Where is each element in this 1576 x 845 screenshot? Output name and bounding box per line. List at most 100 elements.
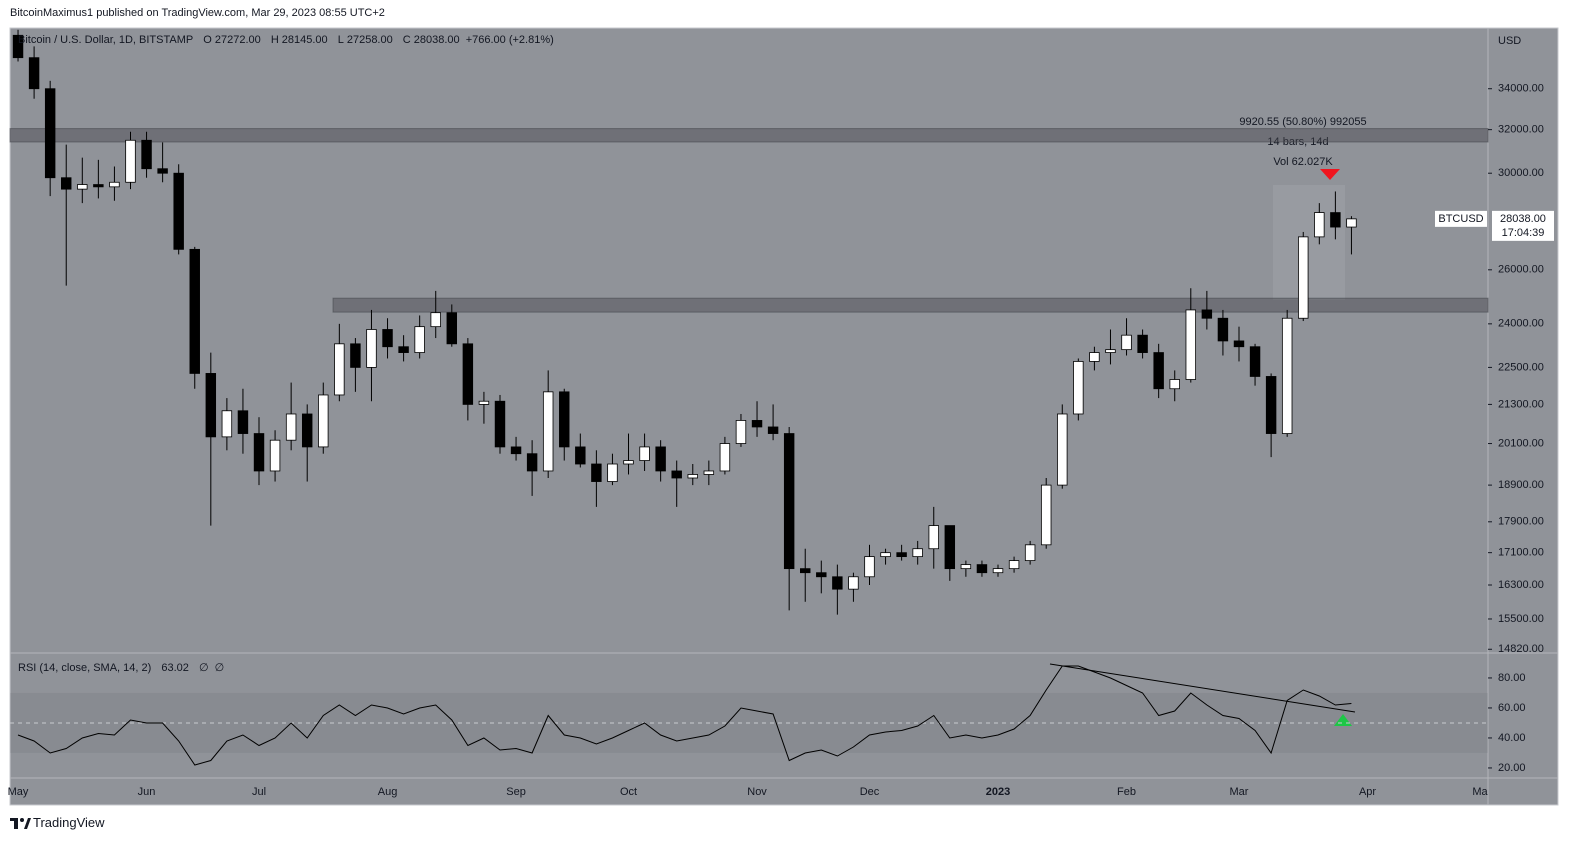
candle-body — [976, 564, 988, 574]
y-tick-label: 22500.00 — [1498, 361, 1544, 373]
candle-body — [285, 413, 297, 441]
y-tick-label: 60.00 — [1498, 702, 1526, 714]
candle-body — [542, 391, 554, 472]
candle-body — [28, 57, 40, 90]
candle-body — [575, 446, 586, 465]
y-tick-label: 18900.00 — [1498, 479, 1544, 491]
candle-body — [800, 568, 811, 574]
price-unit: USD — [1498, 35, 1521, 47]
symbol-tag — [1435, 210, 1487, 227]
y-tick-label: 16300.00 — [1498, 579, 1544, 591]
x-tick-label: Apr — [1359, 786, 1376, 798]
resistance-zone — [9, 128, 1489, 143]
candle-body — [1330, 212, 1341, 228]
symbol-title: Bitcoin / U.S. Dollar, 1D, BITSTAMP — [18, 34, 194, 46]
candle-body — [591, 463, 602, 482]
candle-body — [671, 470, 682, 479]
ohlc-value: 27258.00 — [346, 34, 393, 46]
x-tick-label: Feb — [1117, 786, 1136, 798]
candle-body — [221, 410, 233, 438]
candle-body — [1024, 544, 1036, 562]
rsi-line — [17, 665, 1352, 766]
candle-body — [462, 343, 474, 405]
candle-body — [157, 168, 168, 174]
candle-body — [735, 420, 747, 444]
candle-body — [478, 400, 490, 405]
candle-body — [1073, 361, 1084, 415]
measure-text: 9920.55 (50.80%) 992055 — [1239, 116, 1366, 128]
chart-frame — [9, 27, 1559, 806]
y-tick-label: 20.00 — [1498, 762, 1526, 774]
y-tick-label: 20100.00 — [1498, 437, 1544, 449]
x-tick-label: Nov — [747, 786, 767, 798]
candle-body — [526, 453, 538, 472]
y-tick-label: 15500.00 — [1498, 613, 1544, 625]
candle-body — [928, 525, 939, 550]
candle-body — [639, 446, 650, 461]
candle-body — [1249, 346, 1261, 377]
x-tick-label: Aug — [378, 786, 398, 798]
candle-body — [334, 343, 345, 396]
candle-body — [1201, 309, 1213, 319]
candle-body — [269, 439, 281, 472]
candle-body — [237, 410, 249, 434]
candle-body — [382, 329, 393, 348]
y-tick-label: 24000.00 — [1498, 318, 1544, 330]
candle-body — [1137, 334, 1148, 353]
candle-body — [1153, 352, 1164, 390]
candle-body — [446, 312, 458, 345]
candle-body — [494, 400, 506, 448]
y-tick-label: 32000.00 — [1498, 124, 1544, 136]
footer-brand: TradingView — [33, 815, 105, 830]
y-tick-label: 34000.00 — [1498, 83, 1544, 95]
candle-body — [944, 525, 956, 570]
rsi-value: 63.02 — [161, 662, 189, 674]
candle-body — [655, 446, 666, 472]
candle-body — [607, 463, 618, 482]
y-tick-label: 21300.00 — [1498, 398, 1544, 410]
x-tick-label: Ma — [1472, 786, 1488, 798]
ohlc-key: L — [337, 34, 344, 46]
candle-body — [93, 184, 104, 188]
candle-body — [44, 88, 56, 179]
candle-body — [205, 373, 217, 438]
candle-body — [559, 391, 570, 448]
x-tick-label: May — [8, 786, 29, 798]
candle-body — [896, 552, 907, 558]
price-tag-text: 28038.00 — [1500, 213, 1546, 225]
rsi-na: ∅ — [198, 662, 209, 674]
ohlc-value: 28145.00 — [281, 34, 328, 46]
rsi-trendline — [1049, 663, 1356, 713]
candle-body — [816, 572, 827, 578]
candle-body — [61, 177, 72, 190]
candle-body — [1121, 334, 1132, 351]
candle-body — [366, 329, 377, 368]
candle-body — [703, 470, 715, 475]
ohlc-key: C — [402, 34, 411, 46]
down-arrow — [1320, 169, 1340, 180]
candle-body — [864, 556, 875, 578]
candle-body — [301, 413, 313, 448]
candle-body — [848, 576, 859, 590]
change: +766.00 (+2.81%) — [465, 34, 554, 46]
x-tick-label: 2023 — [986, 786, 1010, 798]
candle-body — [1217, 317, 1229, 342]
candle-body — [1008, 560, 1020, 570]
y-tick-label: 30000.00 — [1498, 167, 1544, 179]
candle-body — [77, 184, 88, 190]
candle-body — [173, 172, 184, 250]
x-tick-label: Dec — [860, 786, 880, 798]
symbol-tag-text: BTCUSD — [1438, 213, 1483, 225]
candle-body — [125, 139, 136, 183]
logo-part — [24, 818, 31, 829]
candle-body — [109, 181, 120, 188]
ohlc-value: 28038.00 — [413, 34, 460, 46]
ohlc-key: O — [203, 34, 212, 46]
y-tick-label: 80.00 — [1498, 672, 1526, 684]
resistance-zone — [332, 297, 1489, 313]
candle-body — [1314, 212, 1325, 238]
measure-box — [1273, 185, 1345, 300]
y-tick-label: 14820.00 — [1498, 643, 1544, 655]
candle-body — [189, 248, 200, 374]
candle-body — [1298, 236, 1309, 319]
